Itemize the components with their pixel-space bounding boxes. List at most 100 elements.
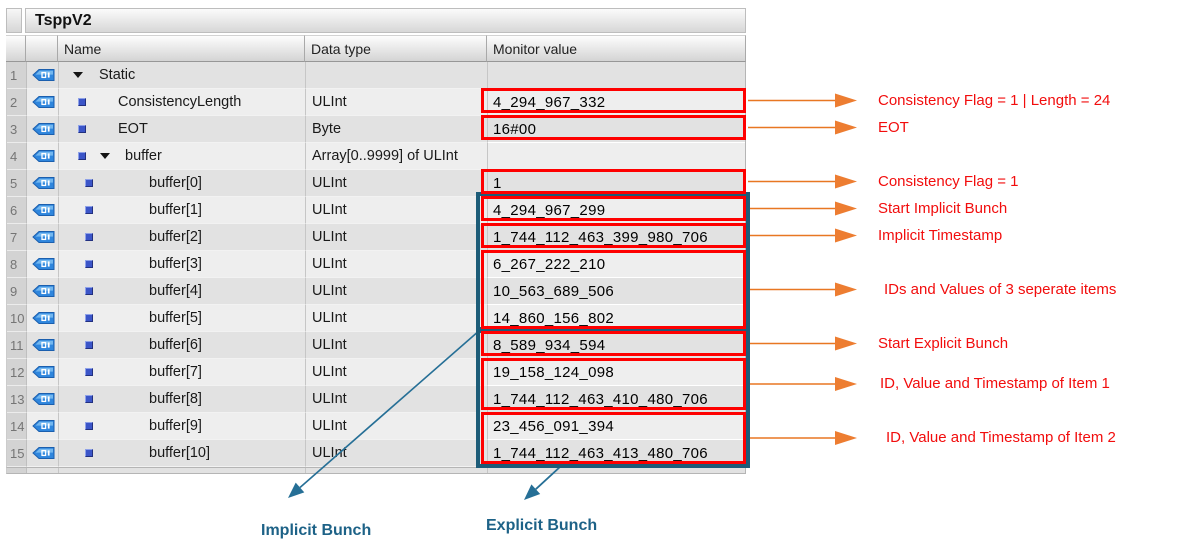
row-name-cell: buffer[4]: [59, 278, 306, 305]
row-number: 13: [7, 386, 27, 413]
row-number: 6: [7, 197, 27, 224]
row-type-cell: [306, 62, 488, 89]
highlight-box-rows-2: [481, 88, 746, 113]
annotation-label: IDs and Values of 3 seperate items: [884, 280, 1117, 298]
tag-icon: [32, 96, 55, 108]
tag-icon: [32, 366, 55, 378]
row-name: buffer[0]: [149, 175, 202, 191]
row-type-cell: ULInt: [306, 386, 488, 413]
row-name: buffer[9]: [149, 418, 202, 434]
highlight-box-rows-3: [481, 115, 746, 140]
header-stub-rownum[interactable]: [6, 35, 26, 62]
row-name-cell: buffer[6]: [59, 332, 306, 359]
row-name-cell: buffer[10]: [59, 440, 306, 467]
row-value-cell[interactable]: 19_158_124_098: [488, 359, 745, 386]
member-square-icon: [78, 125, 86, 133]
tag-icon: [32, 339, 55, 351]
row-value-cell: [488, 468, 745, 473]
tag-icon: [32, 69, 55, 81]
highlight-box-rows-11: [481, 331, 746, 356]
member-square-icon: [78, 98, 86, 106]
table-row[interactable]: 13 buffer[8] ULInt 1_744_112_463_410_480…: [7, 386, 745, 413]
row-name: buffer[7]: [149, 364, 202, 380]
row-number: 9: [7, 278, 27, 305]
member-square-icon: [85, 314, 93, 322]
table-row[interactable]: 7 buffer[2] ULInt 1_744_112_463_399_980_…: [7, 224, 745, 251]
table-row[interactable]: 6 buffer[1] ULInt 4_294_967_299: [7, 197, 745, 224]
table-row[interactable]: 9 buffer[4] ULInt 10_563_689_506: [7, 278, 745, 305]
row-value-cell[interactable]: [488, 62, 745, 89]
highlight-box-rows-8-10: [481, 250, 746, 329]
row-icon-cell: [27, 305, 59, 332]
row-icon-cell: [27, 116, 59, 143]
row-number: 14: [7, 413, 27, 440]
row-value-cell[interactable]: [488, 143, 745, 170]
row-type-cell: ULInt: [306, 89, 488, 116]
table-row[interactable]: 8 buffer[3] ULInt 6_267_222_210: [7, 251, 745, 278]
annotation-label: EOT: [878, 118, 909, 136]
table-rows: 1 Static 2: [6, 62, 746, 468]
annotation-label: ID, Value and Timestamp of Item 2: [886, 429, 1116, 446]
highlight-box-rows-12-13: [481, 358, 746, 410]
tag-icon: [32, 150, 55, 162]
column-header-row: Name Data type Monitor value: [6, 35, 746, 62]
row-number: 12: [7, 359, 27, 386]
annotation-label: ID, Value and Timestamp of Item 1: [880, 375, 1110, 392]
row-type-cell: ULInt: [306, 305, 488, 332]
header-stub-icon[interactable]: [26, 35, 58, 62]
highlight-box-rows-14-15: [481, 412, 746, 464]
tag-icon: [32, 285, 55, 297]
row-value-cell[interactable]: 23_456_091_394: [488, 413, 745, 440]
annotation-label: Implicit Timestamp: [878, 226, 1003, 244]
explicit-bunch-label: Explicit Bunch: [486, 517, 598, 534]
row-icon-cell: [27, 332, 59, 359]
table-row[interactable]: 1 Static: [7, 62, 745, 89]
partial-next-row: [6, 468, 746, 474]
row-number: 11: [7, 332, 27, 359]
annotation-arrowhead-icon: [835, 93, 857, 108]
member-square-icon: [85, 179, 93, 187]
row-name-cell: buffer[7]: [59, 359, 306, 386]
table-row[interactable]: 4 buffer Array[0..9999] of ULInt: [7, 143, 745, 170]
row-type-cell: ULInt: [306, 197, 488, 224]
expander-icon[interactable]: [73, 72, 83, 78]
row-number: 2: [7, 89, 27, 116]
table-title: TsppV2: [25, 8, 746, 33]
row-icon-cell: [27, 440, 59, 467]
annotation-label: Start Implicit Bunch: [878, 199, 1008, 217]
row-value-cell[interactable]: 6_267_222_210: [488, 251, 745, 278]
annotation-label: Start Explicit Bunch: [878, 334, 1009, 352]
column-header-data-type[interactable]: Data type: [305, 35, 487, 62]
row-name-cell: buffer[5]: [59, 305, 306, 332]
table-row[interactable]: 5 buffer[0] ULInt 1: [7, 170, 745, 197]
column-header-name[interactable]: Name: [58, 35, 305, 62]
implicit-bunch-label: Implicit Bunch: [261, 522, 372, 539]
row-icon-cell: [27, 170, 59, 197]
row-value-cell[interactable]: 10_563_689_506: [488, 278, 745, 305]
row-type-cell: ULInt: [306, 278, 488, 305]
title-stub-cell: [6, 8, 22, 33]
member-square-icon: [85, 287, 93, 295]
row-type-cell: Array[0..9999] of ULInt: [306, 143, 488, 170]
row-name-cell: buffer[8]: [59, 386, 306, 413]
row-icon-cell: [27, 143, 59, 170]
row-name: buffer[6]: [149, 337, 202, 353]
member-square-icon: [85, 368, 93, 376]
row-number: 1: [7, 62, 27, 89]
row-name: buffer[8]: [149, 391, 202, 407]
row-name: buffer: [125, 148, 162, 164]
member-square-icon: [85, 260, 93, 268]
member-square-icon: [78, 152, 86, 160]
row-name: EOT: [118, 121, 148, 137]
table-row[interactable]: 12 buffer[7] ULInt 19_158_124_098: [7, 359, 745, 386]
row-number-cell: [7, 468, 27, 473]
row-icon-cell: [27, 197, 59, 224]
column-header-monitor-value[interactable]: Monitor value: [487, 35, 746, 62]
expander-icon[interactable]: [100, 153, 110, 159]
row-icon-cell: [27, 386, 59, 413]
table-title-bar: TsppV2: [6, 8, 746, 33]
annotation-arrowhead-icon: [835, 282, 857, 297]
row-name: Static: [99, 67, 136, 83]
row-name-cell: buffer: [59, 143, 306, 170]
row-name: buffer[3]: [149, 256, 202, 272]
